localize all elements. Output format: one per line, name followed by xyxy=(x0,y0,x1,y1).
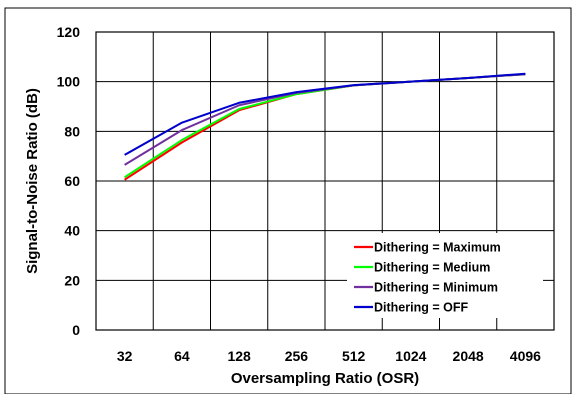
legend: Dithering = Maximum Dithering = Medium Dit… xyxy=(347,233,543,318)
y-tick-label: 120 xyxy=(57,24,81,40)
series-line-4 xyxy=(124,72,526,156)
x-tick-label: 512 xyxy=(342,348,366,364)
x-axis-title: Oversampling Ratio (OSR) xyxy=(231,370,419,387)
y-tick-label: 40 xyxy=(64,223,80,239)
x-axis-tick-labels: 32 64 128 256 512 1024 2048 4096 xyxy=(117,348,541,364)
legend-label-2: Dithering = Medium xyxy=(374,261,490,275)
data-series xyxy=(124,72,526,181)
y-tick-label: 80 xyxy=(64,123,80,139)
y-tick-label: 60 xyxy=(64,173,80,189)
legend-label-4: Dithering = OFF xyxy=(374,301,468,315)
plot-area-border xyxy=(95,31,555,331)
x-tick-label: 256 xyxy=(285,348,309,364)
y-tick-label: 100 xyxy=(57,74,81,90)
x-tick-label: 32 xyxy=(117,348,133,364)
x-tick-label: 1024 xyxy=(395,348,426,364)
legend-box xyxy=(347,233,543,318)
y-axis-tick-labels: 0 20 40 60 80 100 120 xyxy=(57,24,81,338)
x-tick-label: 64 xyxy=(174,348,190,364)
y-axis-title: Signal-to-Noise Ratio (dB) xyxy=(24,88,41,274)
x-tick-label: 2048 xyxy=(453,348,484,364)
legend-label-1: Dithering = Maximum xyxy=(374,241,501,255)
x-tick-label: 128 xyxy=(227,348,251,364)
legend-label-3: Dithering = Minimum xyxy=(374,281,498,295)
y-tick-label: 0 xyxy=(72,322,80,338)
y-tick-label: 20 xyxy=(64,272,80,288)
x-tick-label: 4096 xyxy=(510,348,541,364)
chart-area-frame xyxy=(4,7,572,394)
